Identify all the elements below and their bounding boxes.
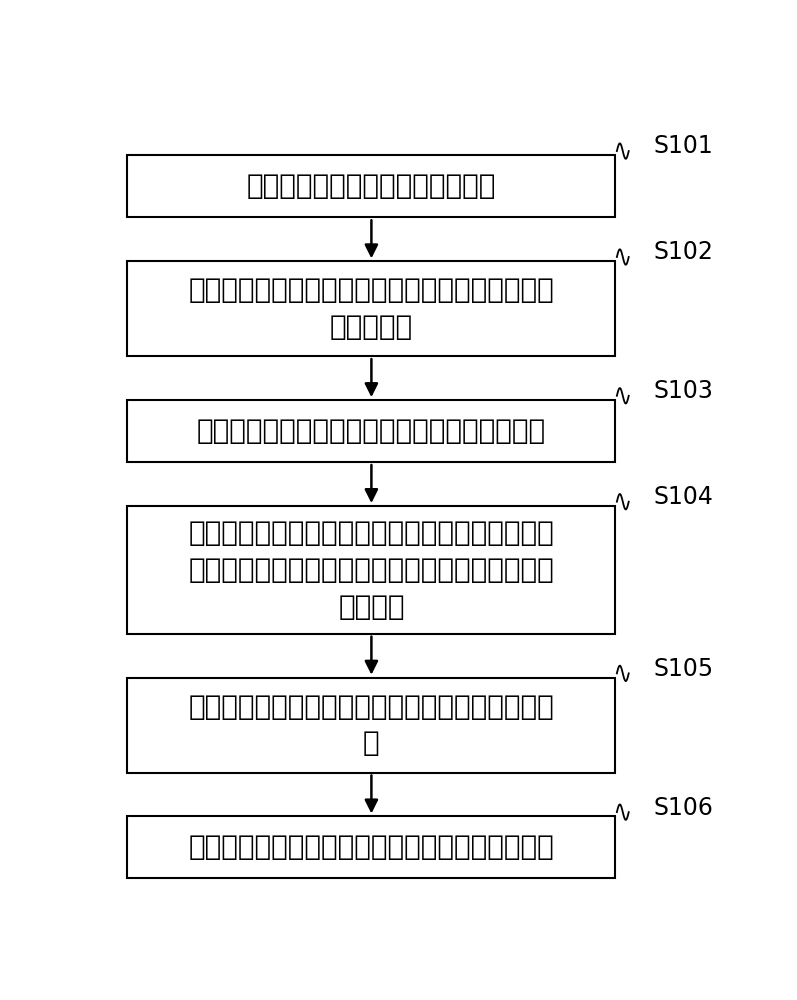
Text: 从声音采集设备获取输入声音信号: 从声音采集设备获取输入声音信号	[247, 172, 496, 200]
Text: 根据所述近端语音估计信号判定当前的发声状态: 根据所述近端语音估计信号判定当前的发声状态	[197, 417, 546, 445]
Text: 根据所述处理方式对所述近端语音估计信号进行处
理: 根据所述处理方式对所述近端语音估计信号进行处 理	[189, 693, 554, 757]
Bar	[128, 816, 615, 878]
Text: S101: S101	[654, 134, 713, 158]
Text: 将处理后的近端语音估计信号输出，得到输出信号: 将处理后的近端语音估计信号输出，得到输出信号	[189, 833, 554, 861]
Bar	[128, 678, 615, 773]
Bar	[128, 155, 615, 217]
Bar	[128, 400, 615, 462]
Text: S102: S102	[654, 240, 714, 264]
Text: S104: S104	[654, 485, 714, 509]
Text: S106: S106	[654, 796, 714, 820]
Text: S105: S105	[654, 657, 714, 681]
Text: 对所述输入声音信号进行自适应滤波，得到近端语
音估计信号: 对所述输入声音信号进行自适应滤波，得到近端语 音估计信号	[189, 276, 554, 341]
Text: S103: S103	[654, 379, 714, 403]
Bar	[128, 261, 615, 356]
Text: 获取预设的发声状态与处理方式之间的映射关系，
根据所述映射关系获取所述当前的发声状态对应的
处理方式: 获取预设的发声状态与处理方式之间的映射关系， 根据所述映射关系获取所述当前的发声…	[189, 519, 554, 621]
Bar	[128, 506, 615, 634]
